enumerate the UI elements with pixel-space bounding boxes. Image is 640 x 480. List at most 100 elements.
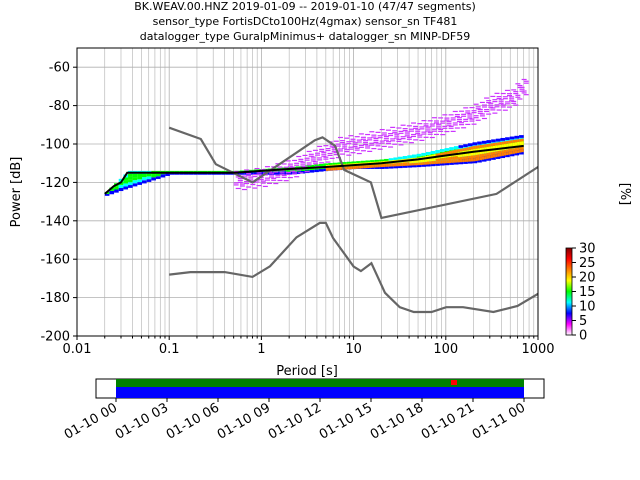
max-scatter-mark: [252, 187, 258, 189]
max-scatter-mark: [312, 161, 318, 163]
max-scatter-mark: [450, 130, 456, 132]
max-scatter-mark: [484, 108, 490, 111]
max-scatter-mark: [371, 136, 377, 138]
timeline-tick-label: 01-10 12: [266, 400, 324, 442]
density-cell: [132, 177, 138, 181]
max-scatter-mark: [369, 142, 375, 144]
density-cell: [519, 141, 522, 145]
max-scatter-mark: [365, 133, 371, 136]
max-scatter-mark: [300, 165, 306, 167]
max-scatter-mark: [277, 166, 283, 168]
density-cell: [424, 158, 427, 162]
density-cell: [141, 180, 147, 184]
colorbar-tick-label: 20: [579, 271, 596, 286]
density-cell: [407, 162, 410, 166]
density-cell: [466, 158, 469, 162]
max-scatter-mark: [444, 117, 450, 119]
max-scatter-mark: [373, 141, 379, 143]
max-scatter-mark: [237, 181, 243, 184]
density-cell: [418, 159, 421, 163]
max-scatter-mark: [492, 99, 498, 101]
density-cell: [429, 155, 432, 159]
density-cell: [449, 147, 454, 151]
density-cell: [467, 143, 473, 147]
max-scatter-mark: [308, 155, 314, 157]
density-cell: [457, 157, 460, 160]
density-cell: [442, 160, 445, 164]
max-scatter-mark: [394, 137, 400, 139]
density-cell: [481, 153, 485, 157]
density-cell: [481, 150, 485, 154]
density-cell: [363, 165, 366, 169]
max-scatter-mark: [500, 104, 506, 106]
density-cell: [440, 158, 443, 161]
density-cell: [491, 156, 496, 160]
density-cell: [509, 153, 515, 157]
density-cell: [503, 149, 507, 153]
max-scatter-mark: [346, 154, 352, 156]
max-scatter-mark: [477, 108, 483, 111]
max-scatter-mark: [454, 115, 460, 118]
density-cell: [374, 165, 380, 169]
max-scatter-mark: [423, 136, 429, 138]
density-cell: [467, 160, 473, 164]
max-scatter-mark: [285, 173, 291, 175]
max-scatter-mark: [331, 147, 337, 149]
density-cell: [442, 152, 445, 156]
x-axis-ticks: 0.01 0.1 1 10 100 1000: [63, 336, 555, 357]
density-cell: [470, 155, 474, 159]
density-cell: [484, 150, 487, 154]
density-cell: [433, 157, 436, 161]
density-cell: [508, 140, 511, 144]
density-cell: [391, 163, 395, 167]
density-cell: [374, 164, 377, 168]
max-scatter-mark: [306, 162, 312, 164]
max-scatter-mark: [271, 177, 277, 179]
density-cell: [503, 144, 507, 147]
density-cell: [468, 152, 471, 156]
density-cell: [499, 153, 502, 157]
max-scatter-mark: [367, 137, 373, 139]
max-scatter-mark: [377, 135, 383, 137]
density-cell: [435, 153, 438, 157]
max-scatter-mark: [502, 109, 508, 111]
density-cell: [479, 154, 482, 158]
max-scatter: [233, 78, 529, 191]
max-scatter-mark: [375, 145, 381, 147]
max-scatter-mark: [298, 172, 304, 174]
density-cell: [372, 164, 375, 168]
max-scatter-mark: [281, 174, 287, 177]
max-scatter-mark: [373, 137, 379, 140]
density-cell: [486, 146, 489, 150]
timeline-data-bar: [116, 387, 524, 398]
density-cell: [435, 161, 438, 164]
max-scatter-mark: [479, 101, 485, 104]
max-scatter-mark: [337, 136, 343, 139]
density-cell: [451, 150, 454, 154]
max-scatter-mark: [358, 133, 364, 135]
max-scatter-mark: [315, 152, 321, 154]
density-cell: [506, 152, 509, 156]
max-scatter-mark: [475, 106, 481, 108]
density-cell: [497, 150, 500, 154]
density-cell: [473, 146, 476, 150]
max-scatter-mark: [363, 143, 369, 146]
density-cell: [477, 141, 482, 145]
max-scatter-mark: [498, 103, 504, 105]
max-scatter-mark: [494, 106, 500, 108]
max-scatter-mark: [365, 147, 371, 149]
max-scatter-mark: [481, 104, 487, 106]
max-scatter-mark: [442, 125, 448, 127]
max-scatter-mark: [373, 139, 379, 142]
density-cell: [455, 159, 458, 163]
density-cell: [453, 146, 459, 150]
density-cell: [352, 166, 355, 170]
density-cell: [449, 161, 454, 165]
max-scatter-mark: [488, 106, 494, 108]
max-scatter-mark: [319, 162, 325, 164]
density-cell: [451, 159, 454, 163]
max-scatter-mark: [402, 128, 408, 130]
max-scatter-mark: [467, 113, 473, 115]
max-scatter-mark: [269, 172, 275, 174]
max-scatter-mark: [323, 158, 329, 160]
